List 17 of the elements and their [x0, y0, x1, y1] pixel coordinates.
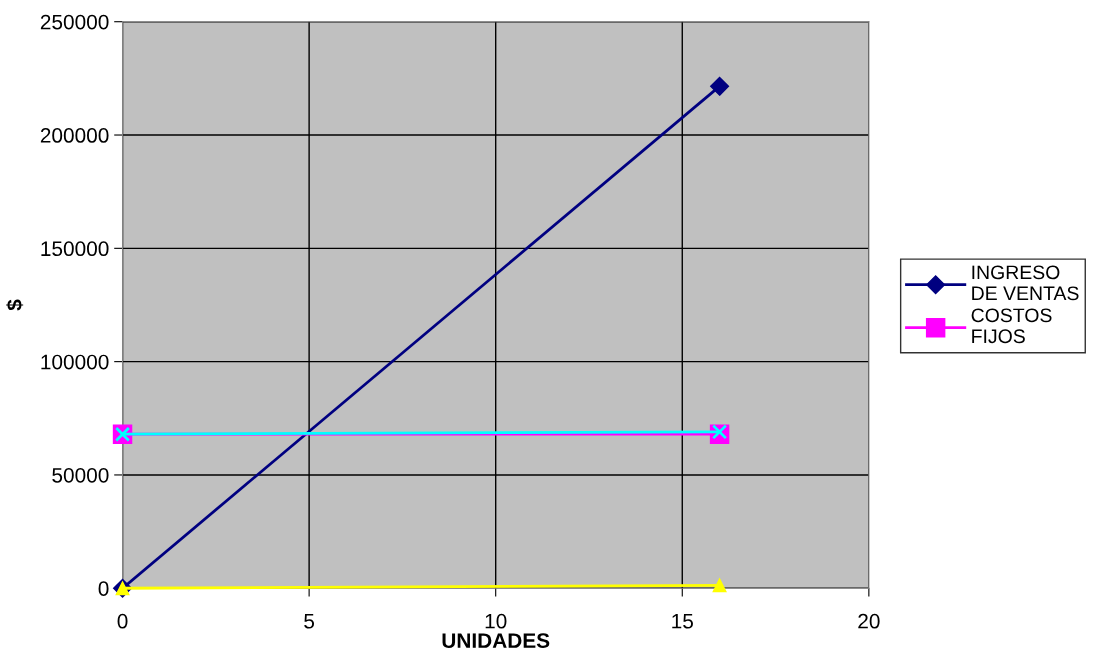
x-tick-label: 0: [117, 613, 128, 629]
y-tick-label: 250000: [40, 14, 109, 30]
y-axis-title: $: [6, 299, 24, 311]
x-axis-title: UNIDADES: [442, 633, 550, 648]
y-tick-label: 150000: [41, 241, 109, 257]
x-tick-label: 10: [485, 613, 507, 629]
legend-label: COSTOS FIJOS: [971, 308, 1052, 344]
y-tick-label: 200000: [40, 128, 109, 143]
x-tick-label: 20: [858, 613, 880, 629]
y-tick-label: 50000: [52, 467, 109, 483]
legend-label: INGRESO DE VENTAS: [972, 265, 1079, 301]
y-tick-label: 0: [98, 581, 109, 597]
x-tick-label: 5: [304, 614, 315, 629]
point: [712, 578, 727, 593]
y-tick-label: 100000: [41, 354, 109, 370]
point: [710, 76, 730, 96]
x-tick-label: 15: [672, 614, 693, 629]
